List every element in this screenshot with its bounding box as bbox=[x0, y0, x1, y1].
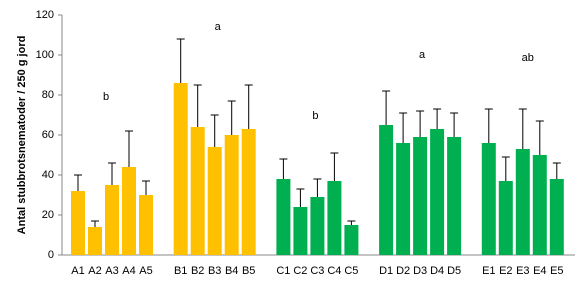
bar bbox=[396, 143, 411, 255]
x-tick-label: B5 bbox=[242, 265, 255, 277]
annotation: ab bbox=[522, 52, 534, 64]
error-bar bbox=[142, 180, 150, 195]
error-bar bbox=[535, 120, 544, 155]
error-bar bbox=[313, 178, 322, 197]
bar bbox=[379, 125, 394, 255]
bar bbox=[207, 147, 222, 255]
x-tick-label: A2 bbox=[88, 265, 101, 277]
x-tick-label: E3 bbox=[516, 265, 529, 277]
x-tick-label: E2 bbox=[499, 265, 512, 277]
bar bbox=[481, 143, 496, 255]
y-tick-label: 40 bbox=[42, 169, 54, 181]
bar bbox=[549, 179, 564, 255]
annotation: a bbox=[215, 21, 222, 33]
error-bar bbox=[91, 220, 99, 227]
x-tick-label: B2 bbox=[191, 265, 204, 277]
x-tick-label: E5 bbox=[550, 265, 563, 277]
bar bbox=[190, 127, 205, 255]
annotation: a bbox=[419, 49, 426, 61]
x-tick-label: C4 bbox=[327, 265, 341, 277]
bar bbox=[498, 181, 513, 255]
error-bar bbox=[484, 108, 493, 143]
y-tick-label: 60 bbox=[42, 129, 54, 141]
y-tick-label: 100 bbox=[36, 49, 54, 61]
x-tick-label: B1 bbox=[174, 265, 187, 277]
x-tick-label: E1 bbox=[482, 265, 495, 277]
bar bbox=[71, 191, 85, 255]
bar bbox=[532, 155, 547, 255]
bar bbox=[88, 227, 102, 255]
x-tick-label: B4 bbox=[225, 265, 238, 277]
x-tick-label: B3 bbox=[208, 265, 221, 277]
error-bar bbox=[552, 162, 561, 179]
bar bbox=[293, 207, 308, 255]
x-tick-label: D3 bbox=[413, 265, 427, 277]
error-bar bbox=[296, 188, 305, 207]
x-tick-label: A5 bbox=[139, 265, 152, 277]
bar bbox=[447, 137, 462, 255]
error-bar bbox=[330, 152, 339, 181]
bar bbox=[430, 129, 445, 255]
bar bbox=[139, 195, 153, 255]
x-tick-label: D4 bbox=[430, 265, 444, 277]
bar bbox=[224, 135, 239, 255]
x-tick-label: E4 bbox=[533, 265, 546, 277]
x-tick-label: C1 bbox=[276, 265, 290, 277]
error-bar bbox=[501, 156, 510, 181]
x-tick-label: D1 bbox=[379, 265, 393, 277]
error-bar bbox=[125, 130, 133, 167]
error-bar bbox=[450, 112, 459, 137]
bar bbox=[173, 83, 188, 255]
x-tick-label: C5 bbox=[344, 265, 358, 277]
error-bar bbox=[193, 84, 202, 127]
x-tick-label: C3 bbox=[310, 265, 324, 277]
bar bbox=[105, 185, 119, 255]
error-bar bbox=[176, 38, 185, 83]
bar bbox=[413, 137, 428, 255]
bar bbox=[344, 225, 359, 255]
y-tick-label: 80 bbox=[42, 89, 54, 101]
error-bar bbox=[416, 110, 425, 137]
bar bbox=[310, 197, 325, 255]
error-bar bbox=[347, 220, 356, 225]
x-tick-label: A3 bbox=[105, 265, 118, 277]
error-bar bbox=[227, 100, 236, 135]
bar bbox=[122, 167, 136, 255]
x-tick-label: A4 bbox=[122, 265, 135, 277]
annotation: b bbox=[103, 91, 109, 103]
bar bbox=[241, 129, 256, 255]
bar bbox=[276, 179, 291, 255]
bar bbox=[327, 181, 342, 255]
error-bar bbox=[210, 114, 219, 147]
error-bar bbox=[74, 174, 82, 191]
y-tick-label: 120 bbox=[36, 9, 54, 21]
x-tick-label: D2 bbox=[396, 265, 410, 277]
error-bar bbox=[518, 108, 527, 149]
error-bar bbox=[108, 162, 116, 185]
x-tick-label: D5 bbox=[447, 265, 461, 277]
bar bbox=[515, 149, 530, 255]
error-bar bbox=[279, 158, 288, 179]
y-tick-label: 20 bbox=[42, 209, 54, 221]
y-axis-label: Antal stubbrotsnematoder / 250 g jord bbox=[16, 36, 28, 235]
error-bar bbox=[399, 112, 408, 143]
annotation: b bbox=[312, 110, 318, 122]
error-bar bbox=[382, 90, 391, 125]
error-bar bbox=[433, 108, 442, 129]
y-tick-label: 0 bbox=[48, 249, 54, 261]
x-tick-label: C2 bbox=[293, 265, 307, 277]
error-bar bbox=[244, 84, 253, 129]
x-tick-label: A1 bbox=[71, 265, 84, 277]
